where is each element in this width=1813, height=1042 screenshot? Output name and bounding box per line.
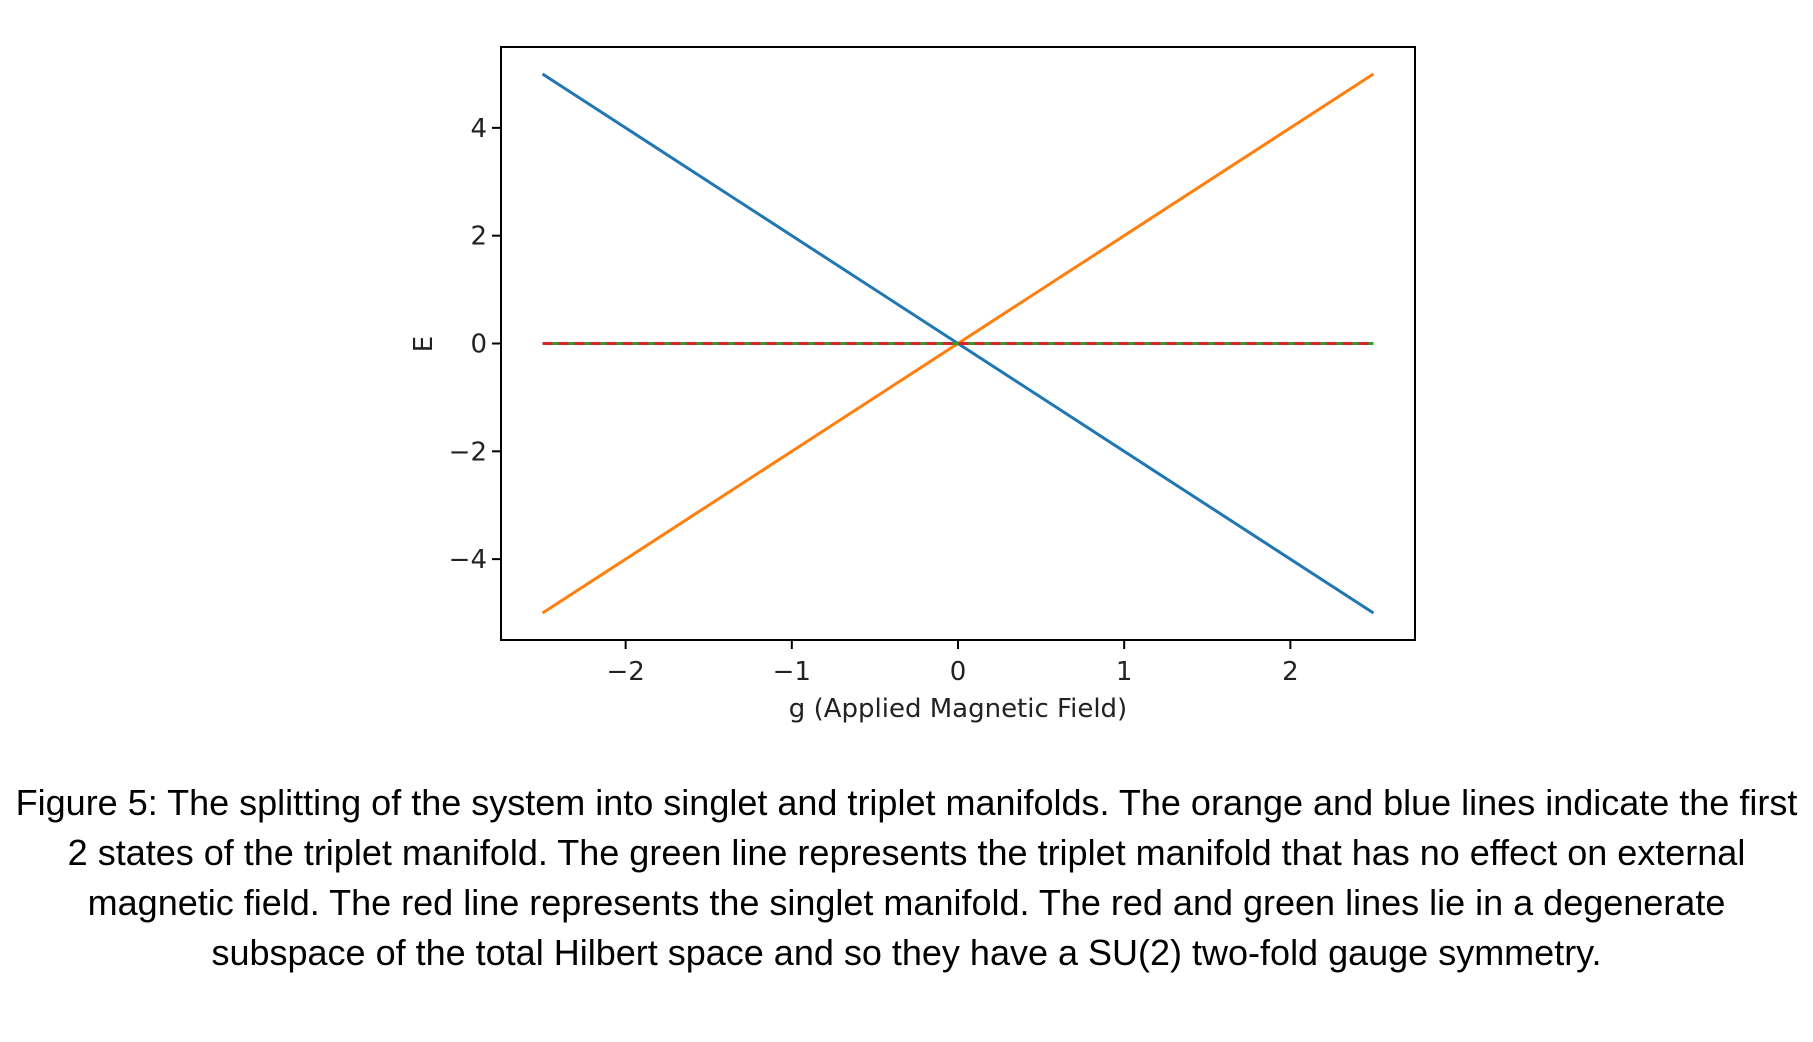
figure-caption: Figure 5: The splitting of the system in… <box>15 782 1798 973</box>
y-tick-label: 0 <box>470 330 487 360</box>
x-axis-ticks: −2 −1 0 1 2 <box>606 640 1299 687</box>
line-chart: −2 −1 0 1 2 −4 −2 0 2 4 g (Applied Magnetic Fiel… <box>409 46 1416 724</box>
x-tick-label: 0 <box>950 657 967 687</box>
y-tick-label: 4 <box>470 114 487 144</box>
x-tick-label: 2 <box>1282 657 1299 687</box>
y-tick-label: −2 <box>449 437 487 467</box>
y-tick-label: 2 <box>470 222 487 252</box>
x-axis-label: g (Applied Magnetic Field) <box>789 694 1127 724</box>
x-tick-label: 1 <box>1116 657 1133 687</box>
y-axis-ticks: −4 −2 0 2 4 <box>449 114 501 575</box>
x-tick-label: −1 <box>773 657 811 687</box>
x-tick-label: −2 <box>606 657 644 687</box>
y-axis-label: E <box>409 336 439 352</box>
y-tick-label: −4 <box>449 545 487 575</box>
series-lines <box>541 72 1375 615</box>
